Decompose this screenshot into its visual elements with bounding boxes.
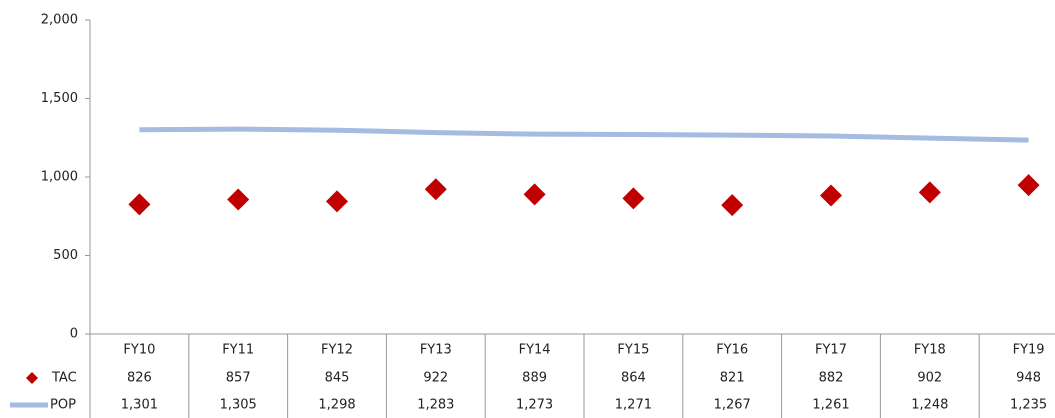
x-tick-label: FY14 — [519, 343, 551, 358]
table-value: 902 — [917, 371, 942, 386]
table-value: 1,261 — [812, 398, 849, 413]
marker — [326, 190, 348, 213]
table-value: 1,248 — [911, 398, 948, 413]
table-value: 1,305 — [220, 398, 257, 413]
table-value: 1,301 — [121, 398, 158, 413]
x-tick-label: FY16 — [716, 343, 748, 358]
legend-label: TAC — [51, 371, 77, 386]
table-value: 864 — [621, 371, 646, 386]
table-value: 948 — [1016, 371, 1041, 386]
y-tick-label: 500 — [53, 248, 78, 263]
y-tick-label: 2,000 — [41, 13, 78, 28]
x-tick-label: FY12 — [321, 343, 353, 358]
y-tick-label: 1,000 — [41, 170, 78, 185]
table-value: 1,283 — [417, 398, 454, 413]
marker — [820, 184, 842, 207]
x-tick-label: FY13 — [420, 343, 452, 358]
marker — [622, 187, 645, 210]
table-value: 857 — [226, 371, 251, 386]
marker — [918, 181, 941, 204]
x-tick-label: FY11 — [222, 343, 254, 358]
legend-label: POP — [50, 398, 76, 413]
table-value: 889 — [522, 371, 547, 386]
marker — [424, 178, 447, 201]
line — [139, 126, 1029, 143]
table-value: 1,273 — [516, 398, 553, 413]
table-value: 1,271 — [615, 398, 652, 413]
marker — [128, 193, 151, 216]
y-tick-label: 1,500 — [41, 91, 78, 106]
table-value: 1,298 — [318, 398, 355, 413]
x-tick-label: FY15 — [617, 343, 649, 358]
table-value: 821 — [720, 371, 745, 386]
x-tick-label: FY19 — [1013, 343, 1045, 358]
table-value: 845 — [325, 371, 350, 386]
x-tick-label: FY17 — [815, 343, 847, 358]
marker — [227, 188, 250, 211]
table-value: 922 — [423, 371, 448, 386]
table-value: 826 — [127, 371, 152, 386]
marker — [721, 194, 744, 217]
marker — [1017, 174, 1040, 197]
marker — [523, 183, 546, 206]
table-value: 882 — [819, 371, 844, 386]
table-value: 1,267 — [714, 398, 751, 413]
y-tick-label: 0 — [70, 327, 78, 342]
table-value: 1,235 — [1010, 398, 1047, 413]
x-tick-label: FY10 — [123, 343, 155, 358]
legend-key — [26, 372, 38, 384]
x-tick-label: FY18 — [914, 343, 946, 358]
